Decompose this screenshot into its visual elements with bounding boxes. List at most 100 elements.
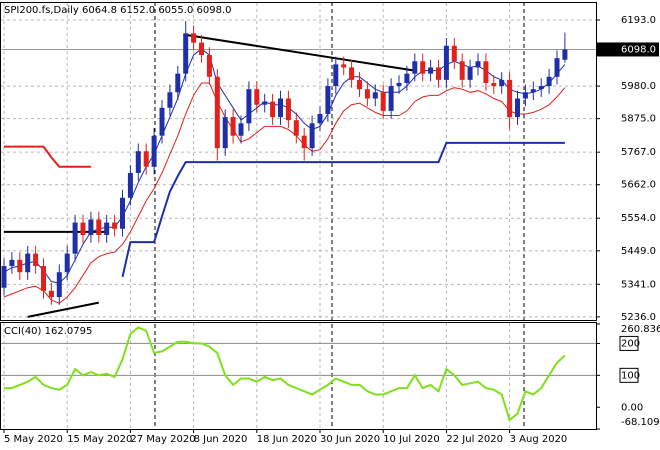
y-tick-label: 5662.0: [621, 180, 656, 191]
candle-body: [56, 272, 62, 298]
current-price-box: [597, 42, 659, 57]
x-tick-label: 22 Jul 2020: [446, 434, 503, 445]
candle-body: [25, 253, 31, 273]
candle-body: [222, 117, 228, 149]
candle-body: [159, 107, 165, 136]
candle-body: [278, 98, 283, 118]
candle-body: [72, 222, 78, 254]
candle-body: [127, 172, 133, 198]
candle-body: [293, 120, 299, 136]
candle-body: [167, 92, 173, 108]
candle-body: [325, 86, 331, 114]
candle-body: [475, 61, 481, 68]
level-label-box: [619, 367, 639, 383]
candle-body: [175, 73, 181, 93]
y-tick-label: 0.00: [621, 402, 643, 413]
y-tick-label: 6193.0: [621, 15, 656, 26]
candle-body: [538, 86, 544, 90]
y-tick-label: 200: [621, 338, 640, 349]
candle-body: [372, 92, 378, 99]
y-tick-label: 100: [621, 370, 640, 381]
indicator-line: [121, 141, 565, 278]
trend-line: [27, 301, 99, 318]
candle-body: [341, 64, 347, 68]
candle-body: [483, 61, 489, 83]
candle-body: [491, 82, 497, 87]
candle-body: [254, 89, 260, 105]
indicator-title: CCI(40) 162.0795: [4, 326, 92, 337]
level-label-box: [619, 335, 639, 351]
candle-body: [191, 33, 197, 43]
candle-body: [562, 49, 568, 60]
candle-body: [41, 266, 46, 291]
cci-line: [4, 326, 566, 422]
y-tick-label: 5236.0: [621, 312, 656, 323]
candle-body: [238, 123, 244, 136]
chart-title: SPI200.fs,Daily 6064.8 6152.0 6055.0 609…: [4, 5, 231, 16]
candle-body: [451, 45, 457, 62]
candle-body: [80, 222, 86, 235]
candle-body: [270, 101, 276, 118]
y-tick-label: 5980.0: [621, 81, 656, 92]
candle-body: [530, 89, 536, 93]
y-tick-label: 5341.0: [621, 279, 656, 290]
candle-body: [459, 61, 465, 80]
cci-panel-frame: [0, 322, 597, 430]
x-tick-label: 15 May 2020: [67, 434, 132, 445]
candle-body: [96, 219, 102, 235]
candle-body: [214, 76, 220, 149]
candle-body: [112, 222, 118, 229]
y-tick-label: 5554.0: [621, 213, 656, 224]
candle-body: [120, 197, 125, 229]
candle-body: [104, 222, 110, 235]
candle-body: [380, 92, 386, 111]
x-tick-label: 3 Aug 2020: [510, 434, 568, 445]
x-tick-label: 5 May 2020: [4, 434, 63, 445]
candle-body: [9, 259, 15, 267]
x-tick-label: 10 Jul 2020: [383, 434, 440, 445]
indicator-line: [3, 82, 566, 304]
candle-body: [388, 86, 394, 111]
candle-body: [428, 67, 434, 74]
candle-body: [17, 259, 23, 273]
candle-body: [554, 58, 560, 77]
candle-body: [48, 290, 54, 298]
candle-body: [546, 76, 552, 87]
price-panel-frame: [0, 2, 597, 321]
candle-body: [285, 98, 291, 121]
candle-body: [183, 33, 189, 74]
candle-body: [317, 113, 323, 124]
candle-body: [64, 253, 70, 273]
candle-body: [309, 123, 315, 149]
y-tick-label: 5449.0: [621, 246, 656, 257]
y-tick-label: 5767.0: [621, 147, 656, 158]
x-tick-label: 18 Jun 2020: [257, 434, 317, 445]
candle-body: [396, 82, 402, 87]
x-tick-label: 8 Jun 2020: [194, 434, 248, 445]
y-tick-label: 5875.0: [621, 114, 656, 125]
candle-body: [262, 101, 268, 105]
candle-body: [436, 67, 441, 80]
candle-body: [143, 151, 149, 167]
candle-body: [206, 55, 212, 77]
x-tick-label: 30 Jun 2020: [320, 434, 380, 445]
candle-body: [1, 266, 7, 288]
candle-body: [349, 67, 355, 80]
candle-body: [230, 117, 236, 136]
candle-body: [301, 135, 307, 149]
trend-line: [185, 33, 415, 72]
candle-body: [33, 253, 39, 267]
candle-body: [412, 61, 418, 74]
candle-body: [151, 135, 157, 167]
candle-body: [499, 79, 505, 87]
candle-body: [515, 98, 520, 118]
candle-body: [333, 64, 339, 87]
candle-body: [364, 89, 370, 99]
candle-body: [522, 92, 528, 99]
candle-body: [199, 42, 204, 56]
candle-body: [420, 61, 426, 74]
candle-body: [88, 219, 94, 235]
candle-body: [135, 151, 141, 173]
